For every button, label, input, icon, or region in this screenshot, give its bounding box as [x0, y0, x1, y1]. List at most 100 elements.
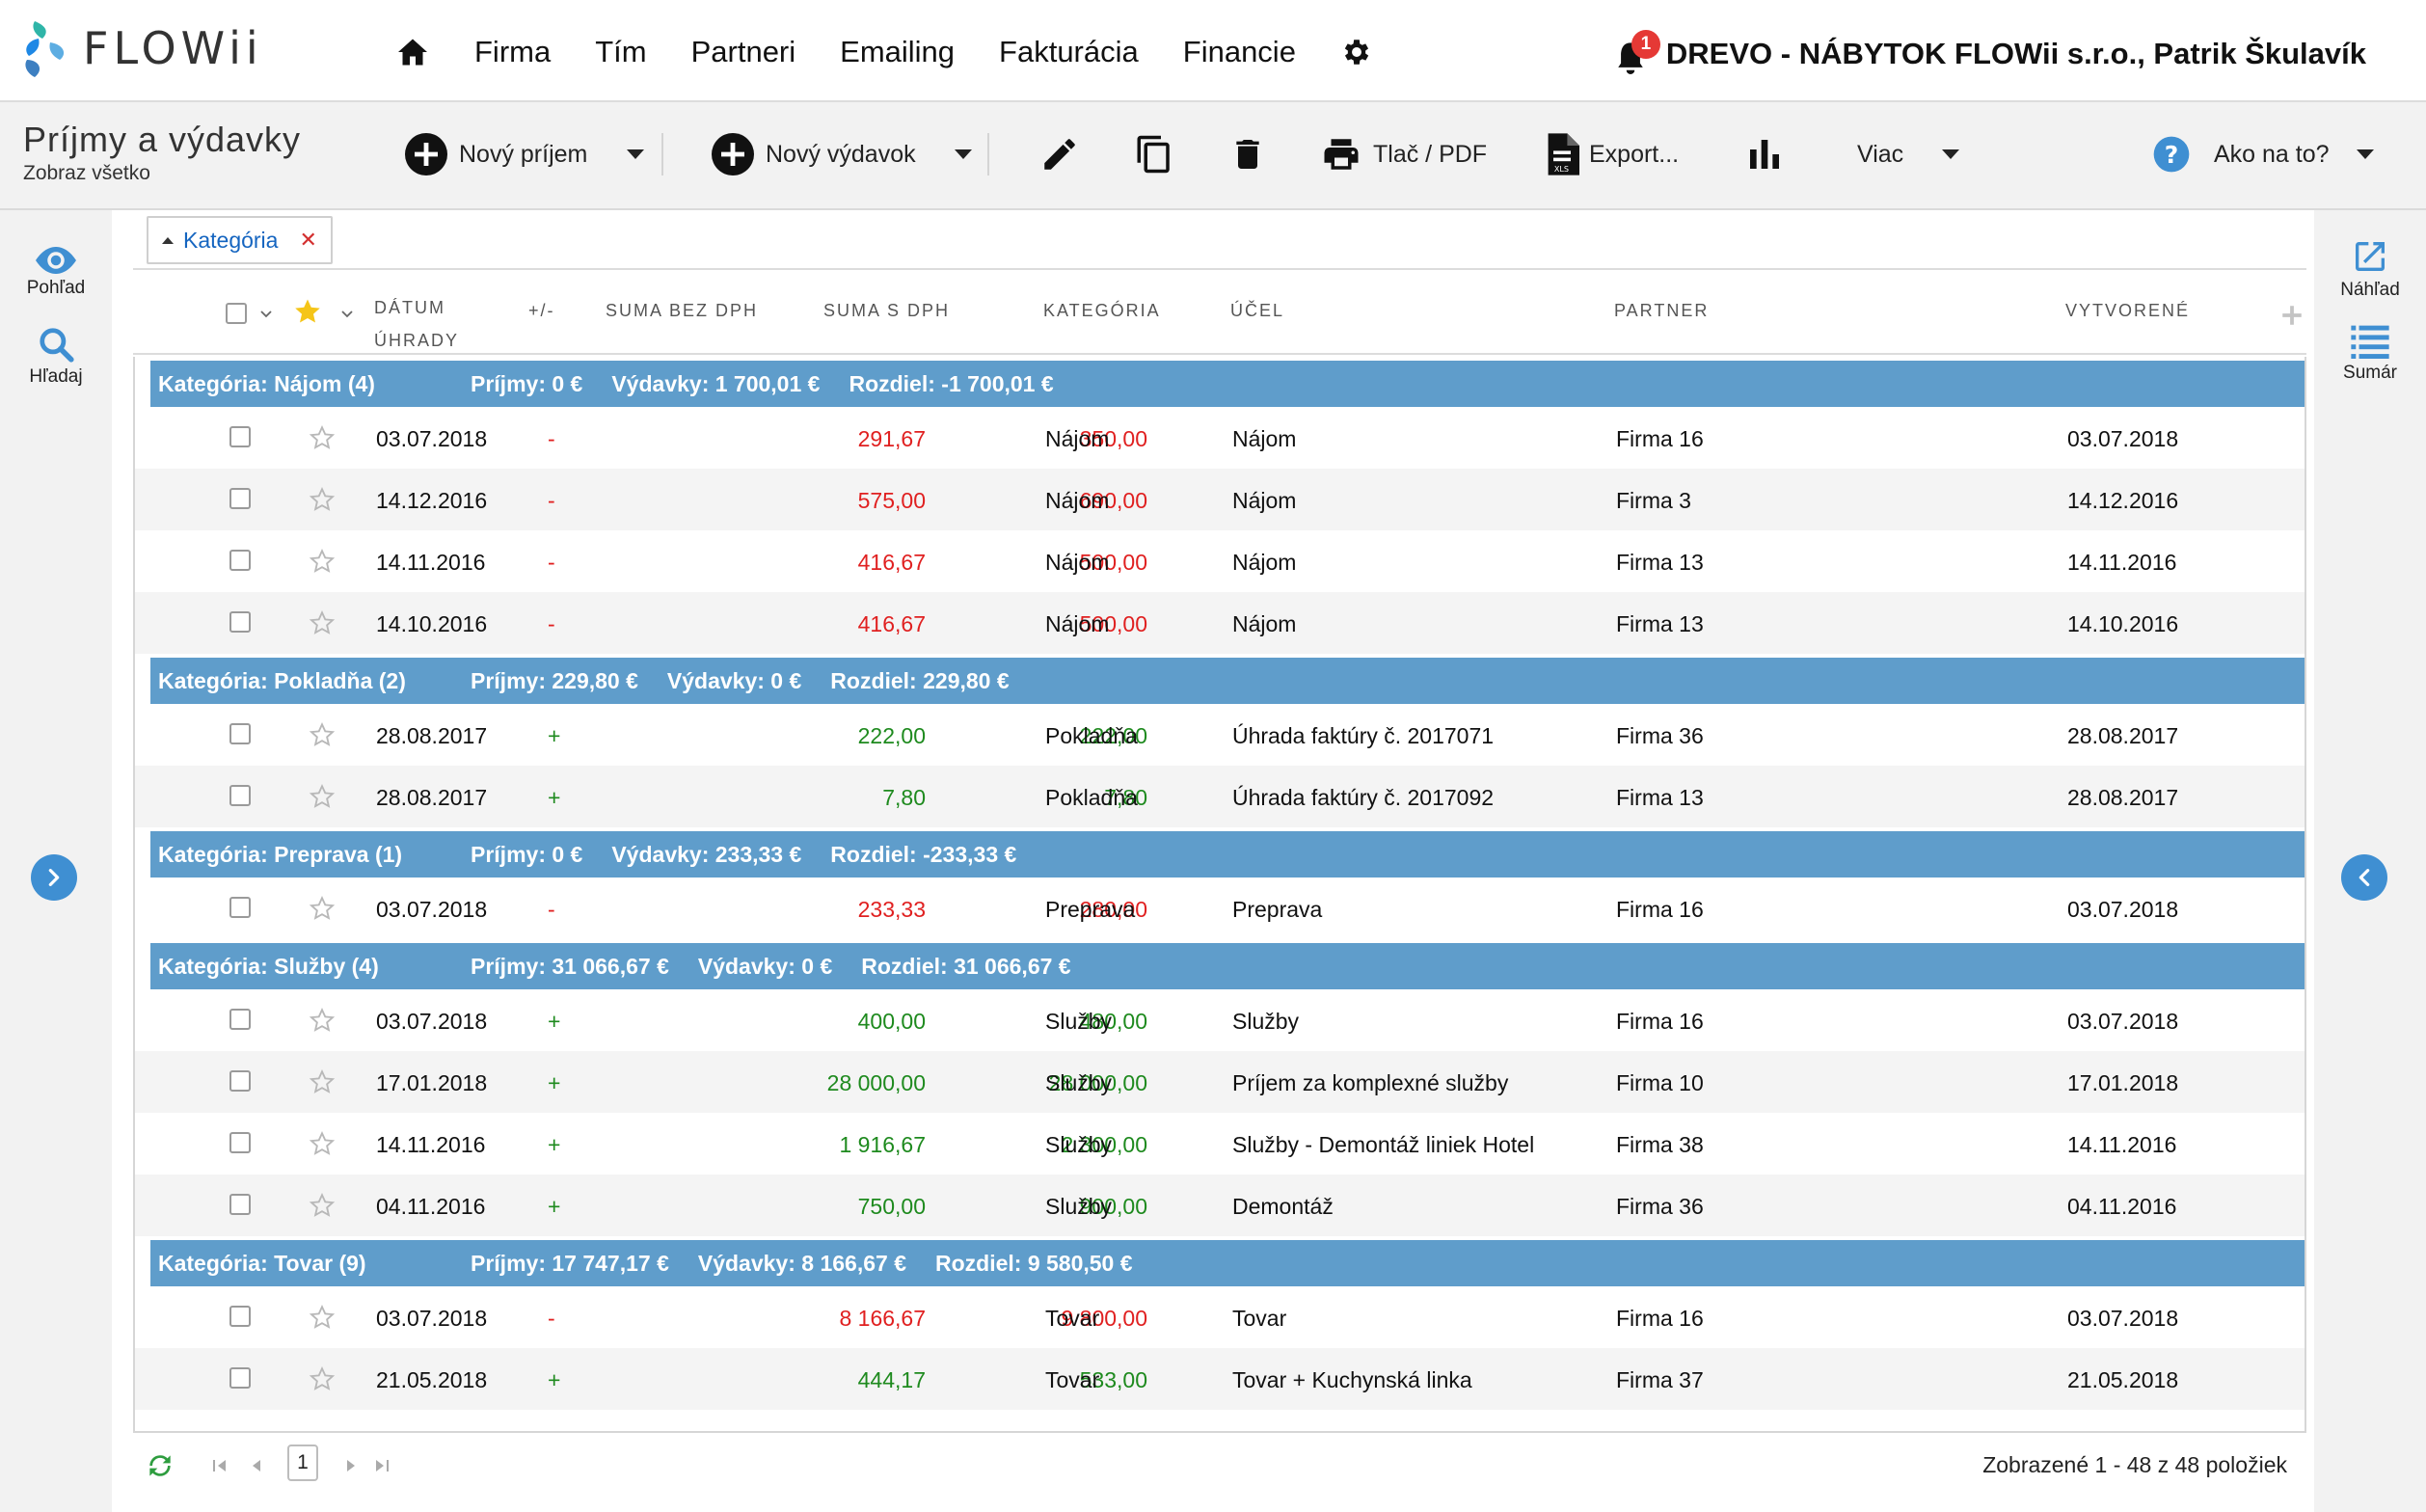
row-checkbox[interactable] [229, 1367, 251, 1389]
nav-item-partneri[interactable]: Partneri [690, 35, 796, 68]
star-icon[interactable] [309, 1007, 336, 1034]
home-icon[interactable] [395, 35, 430, 69]
row-checkbox[interactable] [229, 1306, 251, 1327]
view-button[interactable]: Pohľad [0, 247, 112, 299]
charts-button[interactable] [1745, 129, 1784, 179]
table-row[interactable]: 14.10.2016-416,67 500,00 Nájom Nájom Firma 1… [135, 592, 2305, 654]
company-user-name[interactable]: DREVO - NÁBYTOK FLOWii s.r.o., Patrik Šk… [1665, 37, 2366, 70]
star-icon[interactable] [309, 548, 336, 575]
new-income-dropdown[interactable] [627, 129, 644, 179]
table-row[interactable]: 21.05.2018 +444,17 533,00 Tovar Tovar + Kuch… [135, 1348, 2305, 1410]
column-header-payment-date[interactable]: DÁTUM ÚHRADY [374, 291, 459, 357]
partner[interactable]: Firma 10 [1616, 1070, 1704, 1095]
nav-item-fakturacia[interactable]: Fakturácia [999, 35, 1139, 68]
partner[interactable]: Firma 36 [1616, 1194, 1704, 1219]
current-page[interactable]: 1 [287, 1444, 318, 1481]
partner[interactable]: Firma 37 [1616, 1367, 1704, 1392]
logo[interactable]: FLOWii [21, 17, 263, 79]
partner[interactable]: Firma 16 [1616, 1009, 1704, 1034]
column-header-created[interactable]: VYTVORENÉ [2065, 301, 2191, 320]
page-subtitle[interactable]: Zobraz všetko [23, 162, 150, 184]
partner[interactable]: Firma 38 [1616, 1132, 1704, 1157]
star-icon[interactable] [309, 895, 336, 922]
star-icon[interactable] [309, 721, 336, 748]
table-row[interactable]: 14.12.2016-575,00 690,00 Nájom Nájom Firma 3… [135, 469, 2305, 530]
help-menu[interactable]: ? Ako na to? [2152, 129, 2374, 179]
star-icon[interactable] [309, 1192, 336, 1219]
copy-button[interactable] [1134, 129, 1174, 179]
table-row[interactable]: 03.07.2018-233,33 280,00 Preprava Preprava F… [135, 878, 2305, 939]
summary-button[interactable]: Sumár [2314, 324, 2426, 384]
filter-chip-category[interactable]: Kategória ✕ [147, 216, 333, 264]
partner[interactable]: Firma 16 [1616, 1306, 1704, 1331]
export-button[interactable]: XLS Export... [1545, 129, 1679, 179]
star-icon[interactable] [309, 1130, 336, 1157]
column-header-partner[interactable]: PARTNER [1614, 301, 1710, 320]
expand-right-panel-button[interactable] [2341, 854, 2387, 901]
nav-item-emailing[interactable]: Emailing [840, 35, 956, 68]
partner[interactable]: Firma 13 [1616, 550, 1704, 575]
partner[interactable]: Firma 3 [1616, 488, 1691, 513]
new-expense-button[interactable]: Nový výdavok [710, 129, 916, 179]
select-all-checkbox[interactable] [226, 303, 247, 324]
star-icon[interactable] [309, 783, 336, 810]
column-header-sum-vat[interactable]: SUMA S DPH [823, 301, 951, 320]
nav-item-tim[interactable]: Tím [595, 35, 647, 68]
group-header[interactable]: Kategória: Pokladňa (2) Príjmy: 229,80 € V… [150, 658, 2305, 704]
refresh-icon[interactable] [145, 1450, 175, 1481]
star-icon[interactable] [309, 486, 336, 513]
table-row[interactable]: 03.07.2018-8 166,67 9 800,00 Tovar Tovar Fir… [135, 1286, 2305, 1348]
row-checkbox[interactable] [229, 1009, 251, 1030]
more-menu[interactable]: Viac [1857, 129, 1960, 179]
group-header[interactable]: Kategória: Služby (4) Príjmy: 31 066,67 €… [150, 943, 2305, 989]
next-page-icon[interactable] [341, 1456, 361, 1475]
star-icon[interactable] [293, 297, 322, 326]
table-row[interactable]: 14.11.2016 +1 916,67 2 300,00 Služby Služby … [135, 1113, 2305, 1174]
chevron-down-icon[interactable] [260, 309, 272, 320]
group-header[interactable]: Kategória: Nájom (4) Príjmy: 0 € Výdavky: … [150, 361, 2305, 407]
table-row[interactable]: 04.11.2016 +750,00 900,00 Služby Demontáž Fir… [135, 1174, 2305, 1236]
previous-page-icon[interactable] [247, 1456, 266, 1475]
row-checkbox[interactable] [229, 897, 251, 918]
column-header-sign[interactable]: +/- [528, 301, 555, 320]
gear-icon[interactable] [1340, 36, 1373, 68]
row-checkbox[interactable] [229, 1194, 251, 1215]
preview-button[interactable]: Náhľad [2314, 237, 2426, 301]
row-checkbox[interactable] [229, 1070, 251, 1092]
nav-item-financie[interactable]: Financie [1182, 35, 1296, 68]
partner[interactable]: Firma 13 [1616, 611, 1704, 636]
table-row[interactable]: 14.11.2016-416,67 500,00 Nájom Nájom Firma 1… [135, 530, 2305, 592]
star-icon[interactable] [309, 424, 336, 451]
row-checkbox[interactable] [229, 785, 251, 806]
star-icon[interactable] [309, 1068, 336, 1095]
group-header[interactable]: Kategória: Tovar (9) Príjmy: 17 747,17 € V… [150, 1240, 2305, 1286]
row-checkbox[interactable] [229, 488, 251, 509]
star-icon[interactable] [309, 1365, 336, 1392]
add-column-icon[interactable] [2279, 303, 2305, 328]
column-header-sum-no-vat[interactable]: SUMA BEZ DPH [606, 301, 759, 320]
partner[interactable]: Firma 16 [1616, 897, 1704, 922]
row-checkbox[interactable] [229, 426, 251, 447]
partner[interactable]: Firma 16 [1616, 426, 1704, 451]
star-icon[interactable] [309, 1304, 336, 1331]
column-header-purpose[interactable]: ÚČEL [1230, 301, 1285, 320]
row-checkbox[interactable] [229, 723, 251, 744]
row-checkbox[interactable] [229, 1132, 251, 1153]
first-page-icon[interactable] [210, 1456, 229, 1475]
partner[interactable]: Firma 36 [1616, 723, 1704, 748]
remove-filter-icon[interactable]: ✕ [299, 228, 317, 252]
column-header-category[interactable]: KATEGÓRIA [1043, 301, 1161, 320]
table-row[interactable]: 28.08.2017 +7,80 7,80 Pokladňa Úhrada faktúr… [135, 766, 2305, 827]
search-button[interactable]: Hľadaj [0, 326, 112, 388]
table-row[interactable]: 28.08.2017 +222,00 222,00 Pokladňa Úhrada fa… [135, 704, 2305, 766]
new-expense-dropdown[interactable] [955, 129, 972, 179]
expand-left-panel-button[interactable] [31, 854, 77, 901]
star-icon[interactable] [309, 609, 336, 636]
table-row[interactable]: 17.01.2018 +28 000,00 28 000,00 Služby Príje… [135, 1051, 2305, 1113]
nav-item-firma[interactable]: Firma [474, 35, 552, 68]
group-header[interactable]: Kategória: Preprava (1) Príjmy: 0 € Výdavk… [150, 831, 2305, 878]
delete-button[interactable] [1228, 129, 1267, 179]
last-page-icon[interactable] [372, 1456, 391, 1475]
notifications[interactable]: 1 [1614, 30, 1660, 74]
edit-button[interactable] [1039, 129, 1080, 179]
